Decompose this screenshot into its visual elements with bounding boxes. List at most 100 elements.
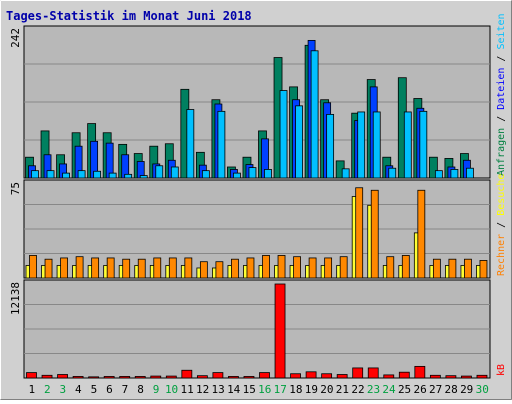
bar-rechner (370, 189, 379, 279)
bar-kb (181, 369, 193, 379)
bar-rechner (262, 255, 270, 279)
x-tick-label: 17 (274, 383, 287, 396)
bar-seiten (341, 168, 350, 179)
bar-rechner (308, 257, 317, 279)
bar-rechner (60, 257, 68, 279)
bar-seiten (77, 170, 86, 179)
bar-rechner (137, 258, 146, 279)
bar-rechner (386, 256, 395, 279)
panel-1-legend-segment: Seiten (496, 13, 507, 49)
x-tick-label: 22 (351, 383, 364, 396)
bar-kb (414, 365, 426, 379)
x-tick-label: 4 (75, 383, 82, 396)
panel-1-legend-segment: / (496, 110, 507, 128)
bar-seiten (62, 172, 70, 179)
bar-seiten (248, 167, 257, 179)
x-tick-label: 7 (122, 383, 129, 396)
panel-2-ymax-label: 75 (9, 182, 22, 195)
panel-1-bars (25, 39, 474, 179)
bar-rechner (355, 187, 364, 279)
bar-kb (165, 375, 177, 379)
panel-2-bars (25, 187, 488, 279)
bar-rechner (184, 257, 193, 279)
bar-kb (134, 376, 146, 379)
bar-kb (305, 371, 317, 379)
bar-rechner (464, 258, 472, 279)
bar-kb (336, 374, 348, 379)
bar-rechner (106, 257, 115, 279)
x-tick-label: 23 (367, 383, 380, 396)
bar-seiten (372, 111, 381, 179)
panel-1: 242 Anfragen / Dateien / Seiten (9, 13, 507, 179)
x-tick-label: 11 (180, 383, 193, 396)
x-tick-label: 13 (212, 383, 225, 396)
bar-seiten (233, 172, 241, 179)
x-tick-label: 10 (165, 383, 178, 396)
bar-seiten (434, 170, 443, 179)
bar-kb (461, 375, 472, 379)
x-tick-label: 25 (398, 383, 411, 396)
bar-rechner (29, 255, 37, 279)
bar-seiten (466, 167, 474, 179)
x-tick-label: 18 (289, 383, 302, 396)
bar-seiten (403, 111, 412, 179)
panel-1-legend-segment: Anfragen (496, 128, 507, 176)
bar-kb (383, 374, 395, 379)
x-tick-label: 20 (320, 383, 333, 396)
bar-kb (196, 375, 208, 379)
bar-rechner (339, 256, 348, 279)
chart-panels: 242 Anfragen / Dateien / Seiten 75 Rechner … (9, 13, 507, 379)
bar-seiten (46, 170, 55, 179)
x-tick-label: 27 (429, 383, 442, 396)
bar-rechner (246, 257, 255, 279)
bar-seiten (357, 111, 366, 179)
bar-kb (119, 376, 131, 379)
bar-kb (72, 376, 84, 379)
bar-seiten (217, 110, 226, 179)
panel-1-ymax-label: 242 (9, 28, 22, 48)
bar-seiten (201, 170, 210, 179)
panel-2-legend-segment: Rechner (496, 234, 507, 276)
bar-seiten (295, 105, 303, 179)
bar-seiten (186, 109, 195, 179)
x-tick-label: 28 (445, 383, 458, 396)
bar-kb (259, 372, 270, 379)
bar-kb (26, 372, 37, 379)
bar-rechner (168, 257, 177, 279)
x-tick-label: 6 (106, 383, 113, 396)
bar-seiten (31, 170, 39, 179)
bar-seiten (170, 166, 179, 179)
panel-1-legend-segment: / (496, 50, 507, 68)
bar-rechner (293, 256, 301, 279)
panel-3-bars (26, 283, 488, 379)
x-tick-label: 19 (305, 383, 318, 396)
bar-rechner (324, 257, 333, 279)
x-tick-label: 21 (336, 383, 349, 396)
bar-kb (274, 283, 286, 379)
bar-seiten (388, 167, 397, 179)
bar-kb (429, 374, 441, 379)
bar-rechner (448, 258, 457, 279)
bar-rechner (277, 255, 286, 279)
bar-seiten (419, 110, 428, 179)
chart-title: Tages-Statistik im Monat Juni 2018 (6, 9, 252, 23)
x-tick-label: 12 (196, 383, 209, 396)
x-tick-label: 15 (243, 383, 256, 396)
bar-rechner (479, 260, 488, 279)
bar-rechner (44, 258, 53, 279)
bar-rechner (199, 261, 208, 279)
bar-kb (88, 376, 100, 379)
x-tick-label: 1 (28, 383, 35, 396)
panel-2: 75 Rechner / Besuche (9, 174, 507, 279)
bar-kb (398, 371, 410, 379)
x-axis: 1 2 3 4 5 6 7 8 9 10 11 12 13 14 15 16 17 18 19 20 21 22 23 24 2… (28, 383, 488, 396)
x-tick-label: 3 (60, 383, 67, 396)
x-tick-label: 8 (137, 383, 144, 396)
x-tick-label: 9 (153, 383, 160, 396)
panel-3-legend-segment: kB (496, 364, 507, 376)
bar-kb (57, 374, 68, 379)
bar-seiten (264, 169, 272, 179)
bar-kb (150, 375, 162, 379)
bar-seiten (108, 172, 117, 179)
